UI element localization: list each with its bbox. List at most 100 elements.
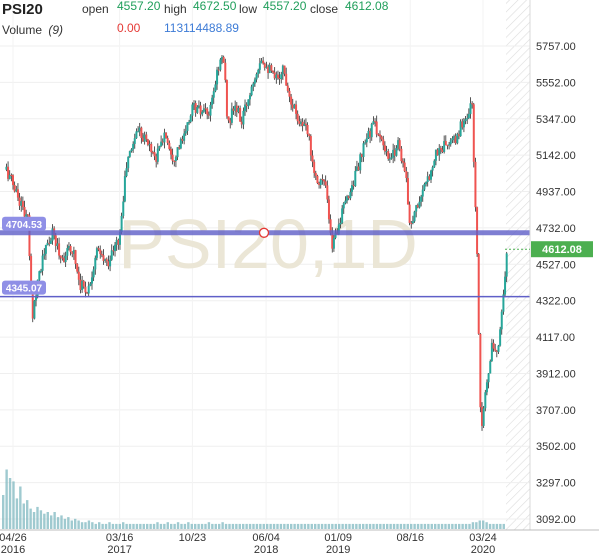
volume-bar (348, 523, 351, 529)
candle-up (67, 245, 70, 249)
y-tick-label: 5552.00 (536, 77, 576, 89)
volume-bar (56, 517, 60, 529)
candle-down (59, 255, 62, 258)
candle-down (314, 172, 317, 176)
volume-bar (74, 518, 77, 529)
candle-down (408, 204, 411, 223)
candle-up (189, 115, 192, 122)
candle-up (211, 97, 214, 105)
candle-down (169, 149, 172, 155)
candle-up (230, 108, 233, 123)
candle-down (86, 292, 89, 294)
horizontal-line-label-bg (2, 280, 46, 295)
candle-up (502, 294, 505, 312)
candle-up (497, 345, 500, 352)
candle-down (82, 280, 85, 287)
candle-up (123, 176, 126, 202)
volume-bar (458, 523, 461, 529)
candle-down (69, 245, 72, 253)
candle-down (311, 155, 314, 162)
candle-up (355, 166, 358, 171)
y-tick-label: 4322.00 (536, 296, 576, 308)
candle-down (313, 161, 316, 173)
volume-bar (389, 523, 392, 529)
volume-bar (310, 523, 313, 529)
candle-down (377, 134, 380, 136)
y-tick-label: 3912.00 (536, 368, 576, 380)
candle-up (137, 131, 140, 133)
volume-bar (200, 523, 204, 529)
candle-up (487, 373, 490, 383)
volume-bar (307, 523, 310, 529)
candle-down (405, 171, 408, 178)
candle-down (477, 253, 480, 334)
candle-up (484, 392, 487, 409)
volume-bar (101, 523, 104, 529)
volume-bar (355, 523, 358, 529)
candle-down (369, 130, 372, 138)
volume-bar (279, 523, 283, 529)
candle-up (413, 211, 416, 222)
horizontal-lines[interactable]: 4704.53 4345.07 (0, 216, 530, 298)
price-axis[interactable]: 5757.00 5552.00 5347.00 5142.00 4937.00 4732.… (529, 0, 576, 530)
x-tick-label: 06/04 (252, 532, 280, 544)
volume-bar (248, 523, 252, 529)
x-tick-year: 2018 (254, 544, 278, 556)
candle-down (383, 145, 386, 152)
volume-bars (2, 469, 505, 529)
volume-bar (139, 523, 142, 529)
volume-bar (437, 523, 440, 529)
candle-up (505, 253, 508, 277)
chart-grid (0, 0, 530, 530)
candle-down (31, 284, 34, 319)
x-tick-label: 03/24 (469, 532, 497, 544)
volume-bar (290, 523, 293, 529)
candle-down (492, 342, 495, 349)
candle-up (174, 157, 177, 162)
candle-down (291, 104, 294, 109)
candle-up (466, 118, 469, 120)
candle-down (324, 181, 327, 186)
volume-bar (46, 512, 49, 529)
candle-up (438, 147, 441, 156)
candle-up (242, 110, 245, 125)
candle-down (206, 108, 209, 115)
candle-up (469, 103, 472, 115)
candle-down (263, 63, 266, 68)
candle-up (212, 91, 215, 98)
open-label: open (82, 2, 109, 16)
volume-bar (317, 523, 320, 529)
volume-bar (142, 523, 145, 529)
candle-down (436, 149, 439, 156)
volume-bar (180, 523, 183, 529)
volume-bar (427, 523, 430, 529)
x-tick-year: 2017 (107, 544, 131, 556)
volume-bar (8, 478, 12, 529)
volume-bar (324, 523, 327, 529)
candle-up (25, 214, 28, 217)
candle-up (415, 205, 418, 212)
line-anchor-handle[interactable] (258, 227, 270, 238)
candle-up (499, 329, 502, 346)
volume-bar (149, 523, 152, 529)
volume-bar (111, 523, 115, 529)
last-price-marker: 4612.08 (505, 241, 593, 258)
volume-bar (440, 523, 444, 529)
y-tick-label: 3502.00 (536, 441, 576, 453)
candle-down (398, 140, 401, 149)
volume-bar (122, 522, 125, 529)
candle-down (145, 134, 148, 140)
candle-up (260, 60, 263, 64)
candle-down (375, 121, 378, 135)
candle-down (327, 199, 330, 220)
candle-up (504, 276, 507, 295)
volume-bar (399, 523, 403, 529)
candle-up (125, 168, 128, 177)
candle-up (268, 65, 271, 73)
volume-bar (63, 518, 67, 529)
candlesticks[interactable] (5, 54, 508, 431)
volume-bar (379, 523, 382, 529)
volume-bar (242, 523, 245, 529)
